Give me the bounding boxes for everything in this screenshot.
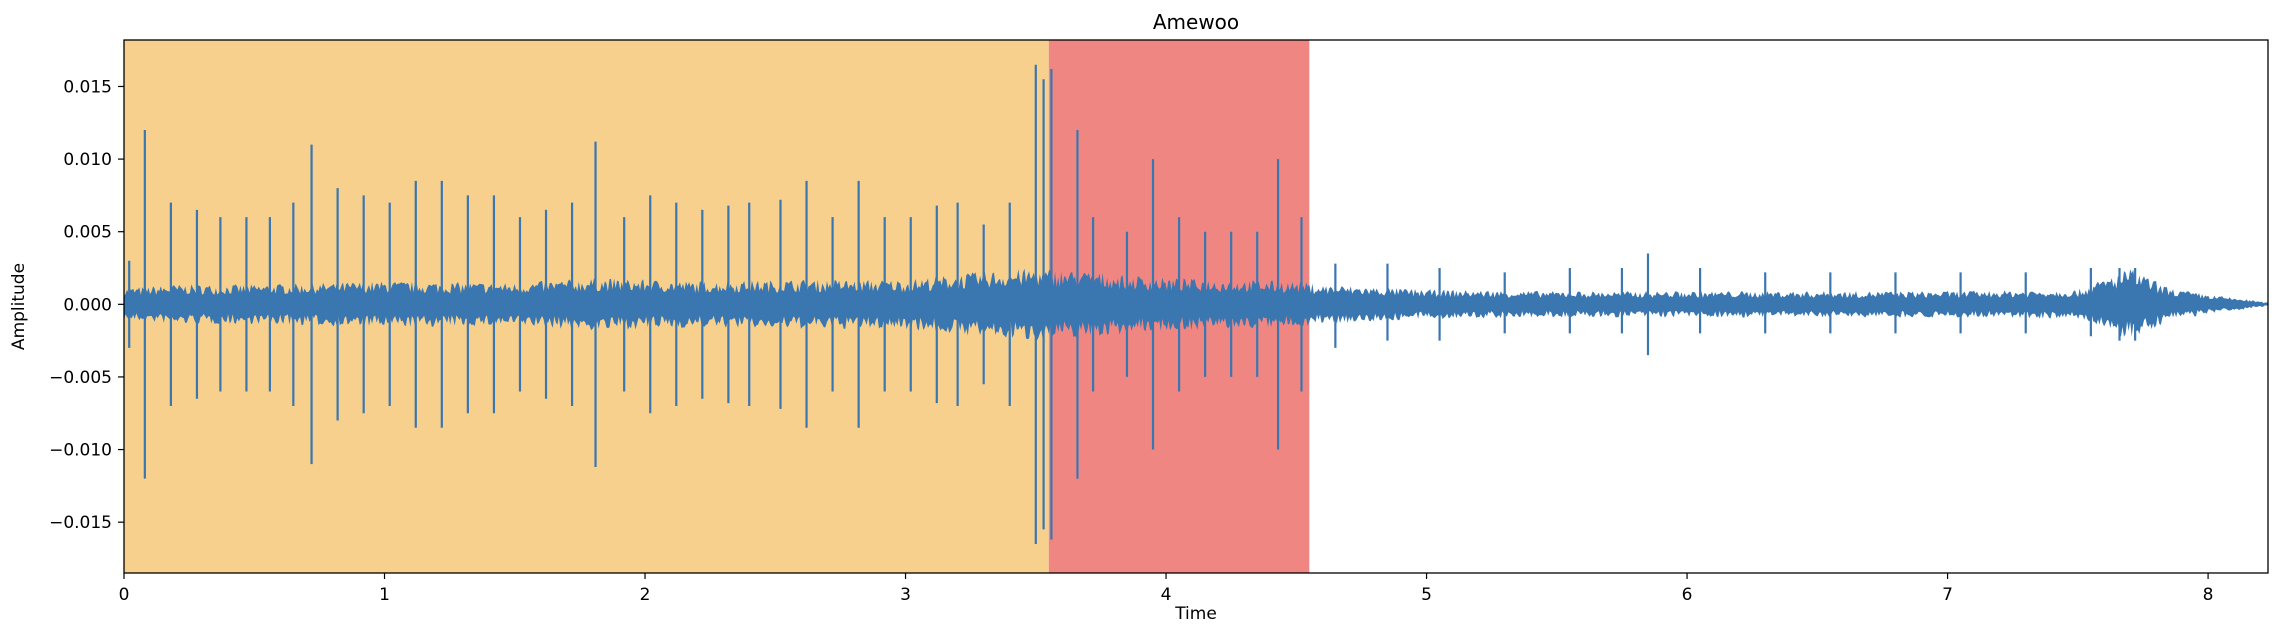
x-tick-label: 2 <box>640 585 651 605</box>
chart-title: Amewoo <box>1153 10 1239 34</box>
y-tick-label: 0.010 <box>63 150 112 170</box>
x-tick-label: 5 <box>1421 585 1432 605</box>
y-tick-label: −0.010 <box>49 441 112 461</box>
x-tick-label: 4 <box>1161 585 1172 605</box>
y-tick-label: −0.015 <box>49 513 112 533</box>
x-tick-label: 7 <box>1942 585 1953 605</box>
x-axis-ticks: 0 1 2 3 4 5 6 7 8 <box>119 573 2214 605</box>
y-tick-label: 0.005 <box>63 223 112 243</box>
y-axis-label: Amplitude <box>9 263 29 350</box>
y-axis-ticks: 0.015 0.010 0.005 0.000 −0.005 −0.010 −0.015 <box>49 77 124 533</box>
plot-frame <box>123 39 2269 574</box>
waveform-peaks <box>128 64 2137 544</box>
x-tick-label: 0 <box>119 585 130 605</box>
x-axis-label: Time <box>1174 604 1217 624</box>
x-tick-label: 6 <box>1682 585 1693 605</box>
y-tick-label: 0.000 <box>63 295 112 315</box>
x-tick-label: 8 <box>2203 585 2214 605</box>
x-tick-label: 1 <box>379 585 390 605</box>
y-tick-label: −0.005 <box>49 368 112 388</box>
x-tick-label: 3 <box>900 585 911 605</box>
waveform-envelope <box>124 268 2268 341</box>
y-tick-label: 0.015 <box>63 77 112 97</box>
